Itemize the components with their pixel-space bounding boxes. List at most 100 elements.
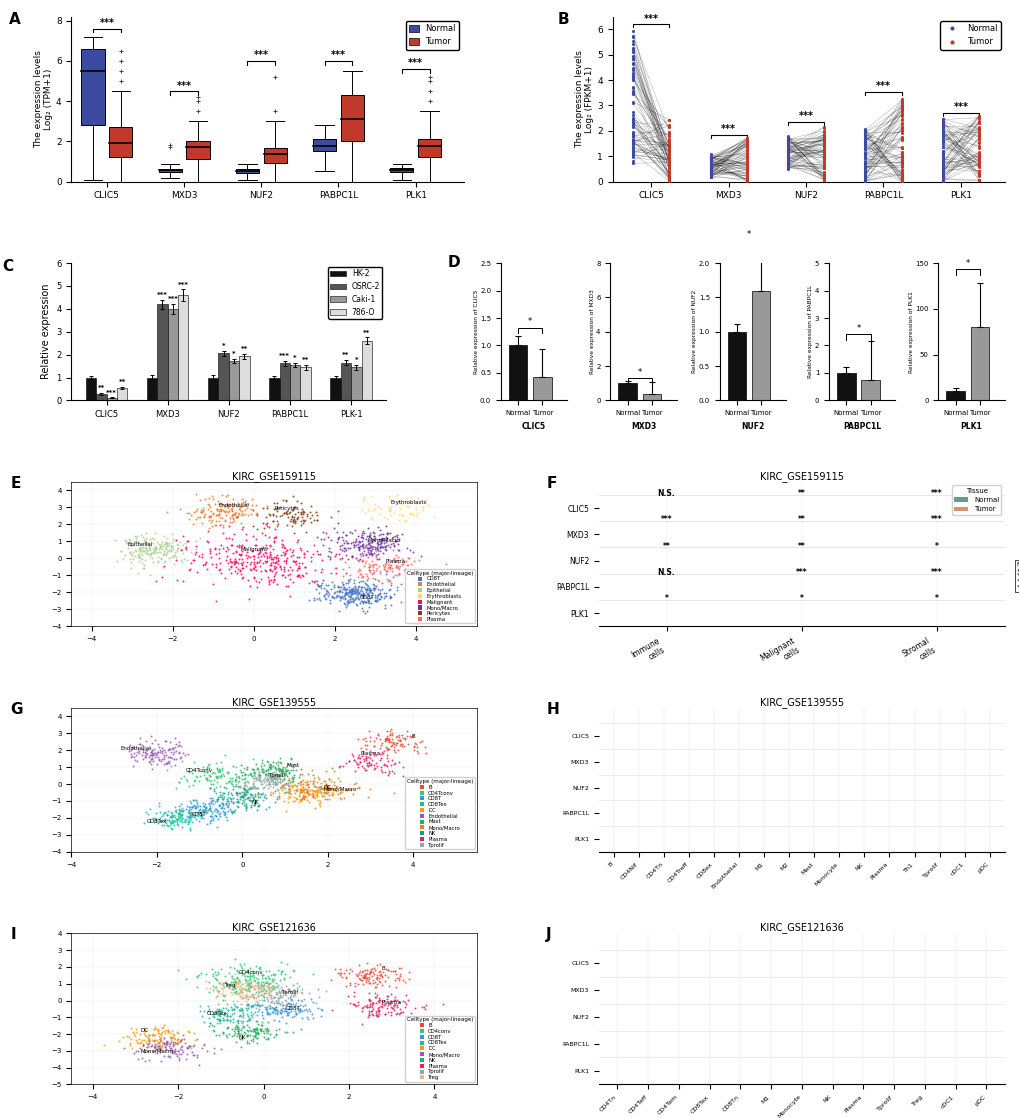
Point [625, 130, 641, 148]
Point [240, 1017, 257, 1035]
Point [284, 770, 301, 788]
Point [856, 143, 872, 161]
Point [140, 1029, 156, 1046]
Point [119, 1026, 136, 1044]
Point [314, 779, 330, 797]
Text: ***: *** [953, 103, 967, 112]
Point [263, 987, 279, 1005]
Point [361, 991, 377, 1008]
Point [253, 1020, 269, 1038]
Point [359, 501, 375, 519]
Point [702, 149, 718, 167]
Point [254, 976, 270, 994]
Point [246, 555, 262, 572]
Point [331, 960, 347, 978]
Point [240, 780, 257, 798]
Point [228, 794, 245, 812]
Text: ***: *** [254, 50, 269, 60]
Point [138, 529, 154, 547]
Point [225, 793, 242, 811]
Point [238, 973, 255, 991]
Point [327, 777, 343, 795]
Point [148, 544, 164, 562]
Point [246, 550, 262, 568]
Point [371, 963, 387, 980]
Point [298, 523, 314, 541]
Point [352, 533, 368, 551]
Point [202, 799, 218, 817]
Point [259, 552, 275, 570]
Point [182, 792, 199, 809]
Point [231, 778, 248, 796]
Point [420, 496, 436, 514]
Point [255, 547, 271, 565]
Point [290, 793, 307, 811]
Point [238, 760, 255, 778]
Point [150, 796, 166, 814]
Point [143, 746, 159, 764]
Point [346, 974, 363, 992]
Point [388, 532, 405, 550]
Point [162, 748, 178, 766]
Point [137, 748, 153, 766]
Point [162, 733, 178, 751]
Text: *: * [232, 351, 235, 357]
Point [625, 144, 641, 162]
Point [270, 980, 286, 998]
Point [228, 970, 245, 988]
Point [227, 768, 244, 786]
Point [337, 539, 354, 557]
Point [296, 780, 312, 798]
Point [660, 135, 677, 153]
Point [856, 146, 872, 164]
Point [389, 741, 406, 759]
Point [293, 789, 310, 807]
Point [131, 1039, 148, 1057]
Point [382, 738, 398, 756]
Point [262, 561, 278, 579]
Point [334, 531, 351, 549]
Point [217, 794, 233, 812]
Point [211, 982, 227, 999]
Point [815, 122, 832, 140]
Point [345, 571, 362, 589]
Point [361, 594, 377, 612]
Point [256, 769, 272, 787]
Point [162, 808, 178, 826]
Point [220, 785, 236, 803]
Point [625, 55, 641, 73]
Point [189, 767, 205, 785]
Point [318, 589, 334, 607]
Point [124, 739, 141, 757]
Point [260, 528, 276, 546]
Point [318, 776, 334, 794]
Point [215, 767, 231, 785]
Point [259, 984, 275, 1002]
Point [780, 155, 796, 173]
Point [332, 589, 348, 607]
Point [131, 547, 148, 565]
Point [151, 1040, 167, 1058]
Point [311, 770, 327, 788]
Point [226, 504, 243, 522]
Point [250, 973, 266, 991]
Point [933, 148, 950, 165]
Point [232, 1038, 249, 1055]
Point [363, 565, 379, 582]
Point [738, 168, 754, 186]
Point [312, 797, 328, 815]
Point [361, 593, 377, 610]
Point [157, 552, 173, 570]
Point [359, 996, 375, 1014]
Point [396, 494, 413, 512]
Point [262, 760, 278, 778]
Point [263, 977, 279, 995]
Point [128, 1033, 145, 1051]
Point [273, 761, 289, 779]
Point [660, 127, 677, 145]
Point [386, 995, 403, 1013]
Point [169, 571, 185, 589]
Point [203, 771, 219, 789]
Point [815, 125, 832, 143]
Point [382, 1003, 398, 1021]
